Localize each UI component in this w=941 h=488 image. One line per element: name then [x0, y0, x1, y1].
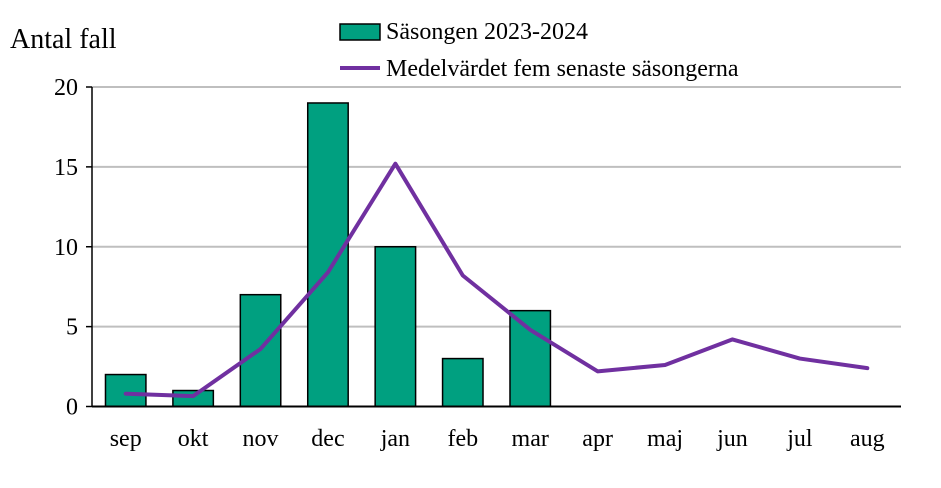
x-tick-label: sep	[110, 426, 142, 452]
x-tick-label: okt	[178, 426, 209, 452]
y-tick-label: 20	[54, 75, 78, 101]
x-tick-label: jul	[786, 426, 813, 452]
y-tick-label: 10	[54, 235, 78, 261]
x-tick-label: nov	[243, 426, 279, 452]
bar	[105, 375, 145, 407]
x-tick-label: apr	[582, 426, 613, 452]
bar	[375, 247, 415, 407]
y-tick-label: 15	[54, 155, 78, 181]
y-tick-label: 0	[66, 395, 78, 421]
series-line	[126, 164, 868, 396]
x-tick-label: dec	[311, 426, 344, 452]
legend: Säsongen 2023-2024 Medelvärdet fem senas…	[340, 19, 739, 82]
legend-bar-swatch	[340, 24, 380, 40]
bar	[443, 359, 483, 407]
x-tick-label: maj	[647, 426, 683, 452]
legend-bar-label: Säsongen 2023-2024	[386, 19, 588, 45]
x-tick-label: feb	[447, 426, 478, 452]
x-tick-label: mar	[512, 426, 549, 452]
x-tick-label: jan	[380, 426, 410, 452]
y-tick-label: 5	[66, 315, 78, 341]
x-tick-label: aug	[850, 426, 885, 452]
bar	[173, 391, 213, 407]
bar	[308, 103, 348, 407]
x-tick-label: jun	[716, 426, 748, 452]
legend-line-label: Medelvärdet fem senaste säsongerna	[386, 56, 739, 82]
bar	[510, 311, 550, 407]
y-axis-label: Antal fall	[10, 24, 117, 55]
